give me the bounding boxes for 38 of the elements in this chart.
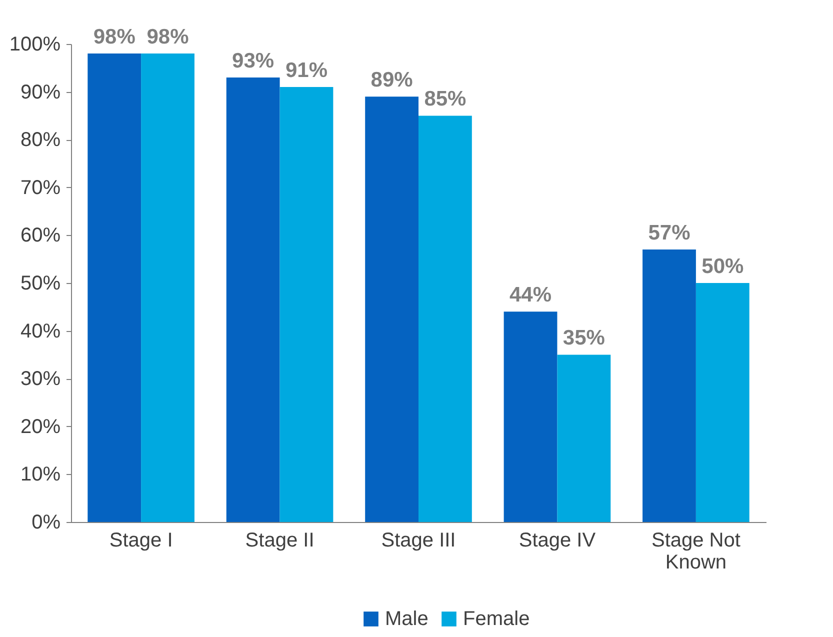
data-label: 44% <box>510 284 552 307</box>
bar <box>418 116 472 522</box>
y-tick-label: 80% <box>20 129 61 152</box>
y-tick-label: 60% <box>20 224 61 247</box>
y-tick-label: 100% <box>9 34 61 56</box>
data-label: 89% <box>370 68 414 92</box>
bar <box>504 312 558 522</box>
bar <box>88 54 142 522</box>
x-tick-label: Stage I <box>109 530 173 552</box>
legend-label: Male <box>385 608 428 630</box>
y-tick-label: 10% <box>20 464 61 486</box>
data-label: 85% <box>424 88 467 111</box>
bar <box>280 87 334 522</box>
bar <box>226 77 280 522</box>
y-tick-label: 50% <box>20 272 61 294</box>
y-tick-label: 40% <box>20 320 61 342</box>
x-tick-label: Stage III <box>381 530 456 552</box>
data-label: 35% <box>562 326 606 350</box>
y-tick-label: 90% <box>20 81 61 104</box>
bar <box>365 96 418 522</box>
y-tick-label: 20% <box>20 416 61 438</box>
bar <box>696 283 750 522</box>
x-tick-label: Stage IV <box>518 530 596 552</box>
y-tick-label: 30% <box>20 368 61 390</box>
x-tick-label: Stage II <box>245 530 314 552</box>
bar <box>557 354 611 522</box>
y-tick-label: 70% <box>20 176 61 199</box>
bar <box>642 250 696 522</box>
data-label: 93% <box>232 49 274 72</box>
data-label: 98% <box>146 26 190 49</box>
x-tick-label: Stage Not Known <box>651 530 741 574</box>
data-label: 50% <box>702 255 744 278</box>
data-label: 98% <box>93 26 136 49</box>
legend-label: Female <box>463 608 530 630</box>
data-label: 91% <box>285 59 328 82</box>
data-label: 57% <box>648 222 691 245</box>
bar <box>141 54 194 522</box>
y-tick-label: 0% <box>32 512 61 534</box>
